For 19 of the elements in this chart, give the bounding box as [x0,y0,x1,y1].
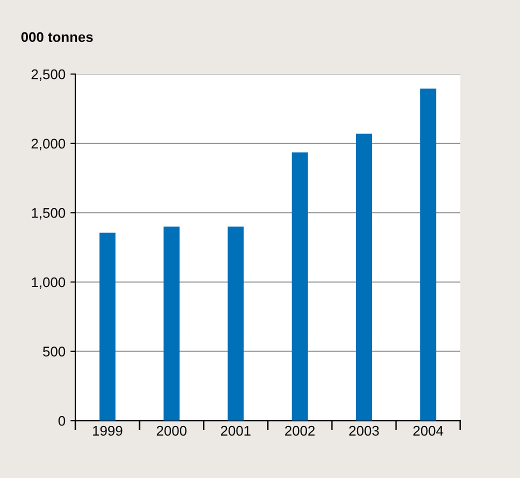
y-tick-label: 2,500 [32,69,66,81]
x-tick-label: 2000 [156,426,187,436]
x-tick-label: 2003 [349,426,379,436]
bar [356,134,372,421]
x-tick-label: 2002 [285,426,315,436]
y-tick-label: 0 [58,416,66,426]
x-tick-label: 2001 [220,426,251,436]
x-tick-label: 1999 [93,426,122,436]
y-tick-label: 2,000 [32,138,66,150]
x-tick-label: 2004 [413,426,444,436]
y-axis-title: 000 tonnes [21,32,93,42]
bar [420,88,436,421]
y-tick-label: 1,000 [32,277,66,289]
bar [99,232,116,421]
y-tick-label: 500 [43,346,66,356]
bar [228,226,244,421]
bar [292,152,308,421]
y-tick-label: 1,500 [32,208,66,220]
bar [164,226,180,421]
